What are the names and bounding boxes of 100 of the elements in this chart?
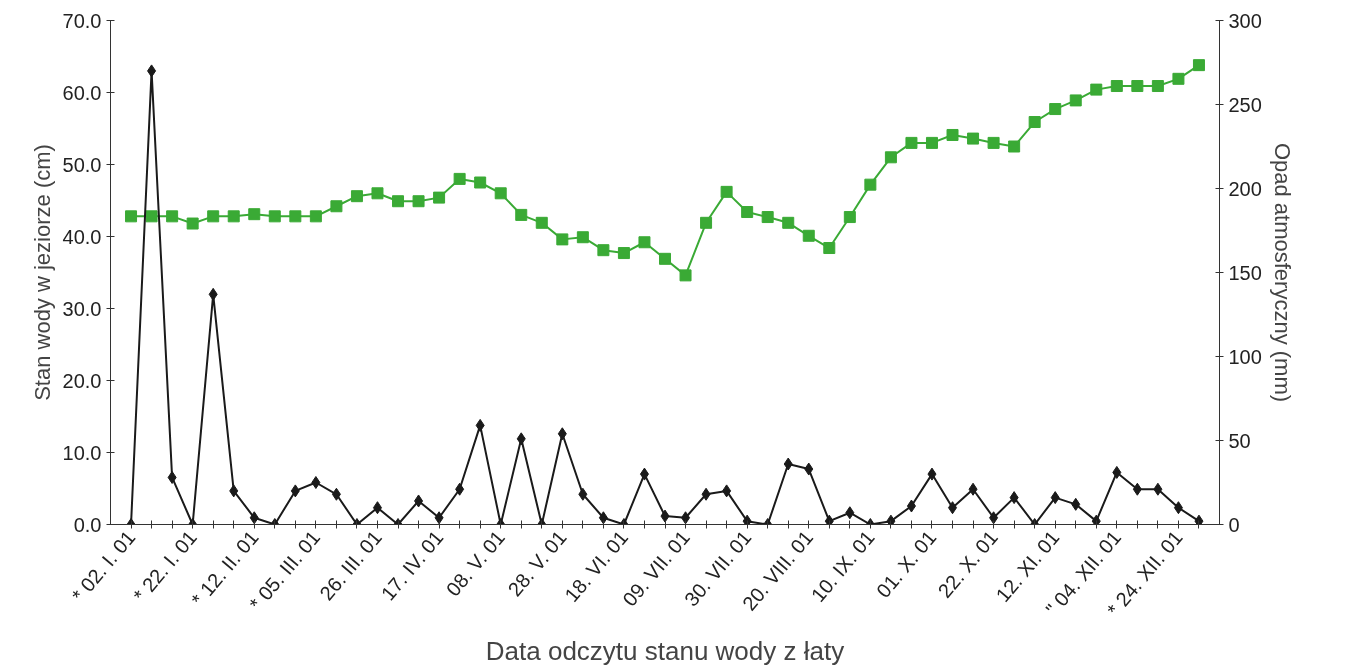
point	[1069, 94, 1082, 107]
point	[453, 172, 466, 185]
point	[659, 252, 671, 265]
point	[248, 208, 261, 221]
point	[249, 511, 259, 525]
point	[166, 210, 179, 223]
y-tick-label: 30.0	[62, 297, 102, 320]
point	[824, 514, 834, 525]
point	[207, 210, 220, 223]
point	[968, 482, 978, 496]
point	[167, 470, 177, 484]
point	[556, 233, 569, 246]
point	[1110, 80, 1123, 93]
y-tick-label: 70.0	[62, 9, 102, 32]
point	[578, 487, 588, 501]
point	[392, 195, 405, 208]
point	[660, 509, 670, 523]
point	[331, 487, 341, 501]
point	[948, 501, 958, 515]
point	[535, 216, 548, 229]
point	[208, 287, 218, 301]
point	[598, 511, 608, 525]
point	[638, 236, 651, 249]
y-tick-label: 0.0	[73, 513, 102, 536]
point	[742, 514, 752, 525]
y-tick-label: 20.0	[62, 369, 102, 392]
point	[1008, 140, 1021, 153]
point	[1132, 482, 1142, 496]
point	[455, 482, 465, 496]
point	[783, 457, 793, 471]
point	[309, 210, 322, 223]
point	[414, 494, 424, 508]
point	[1091, 514, 1101, 525]
point	[1172, 72, 1185, 85]
point	[700, 216, 713, 229]
point	[989, 511, 999, 525]
point	[290, 484, 300, 498]
point	[782, 216, 795, 229]
y2-tick-label: 300	[1228, 9, 1262, 32]
point	[516, 432, 526, 446]
point	[1090, 83, 1103, 96]
point	[845, 506, 855, 520]
point	[412, 195, 425, 208]
point	[720, 185, 733, 198]
point	[557, 427, 567, 441]
point	[434, 511, 444, 525]
y2-tick-label: 100	[1228, 345, 1262, 368]
point	[350, 190, 363, 203]
point	[905, 136, 918, 149]
point	[987, 136, 1000, 149]
point	[1194, 514, 1204, 525]
point	[145, 210, 158, 223]
point	[617, 247, 630, 260]
point	[1009, 491, 1019, 505]
point	[927, 467, 937, 481]
point	[802, 229, 815, 242]
point	[925, 136, 938, 149]
point	[576, 231, 589, 244]
y-axis-title: Stan wody w jeziorze (cm)	[29, 144, 55, 401]
point	[330, 200, 343, 213]
point	[1173, 501, 1183, 515]
point	[474, 176, 487, 189]
point	[1192, 59, 1205, 72]
y2-tick-label: 150	[1228, 261, 1262, 284]
point	[125, 210, 138, 223]
point	[371, 187, 384, 200]
point	[967, 132, 980, 145]
x-axis-title: Data odczytu stanu wody z łaty	[485, 635, 845, 666]
point	[741, 206, 754, 219]
y-tick-label: 10.0	[62, 441, 102, 464]
point	[1049, 103, 1062, 116]
y-tick-label: 40.0	[62, 225, 102, 248]
y2-tick-label: 200	[1228, 177, 1262, 200]
point	[823, 242, 836, 255]
point	[722, 484, 732, 498]
point	[597, 244, 610, 257]
point	[1028, 116, 1041, 129]
point	[701, 487, 711, 501]
y-tick-label: 50.0	[62, 153, 102, 176]
point	[761, 211, 774, 224]
point	[433, 191, 446, 204]
point	[229, 484, 239, 498]
point	[289, 210, 302, 223]
point	[515, 208, 528, 221]
y2-axis-title: Opad atmosferyczny (mm)	[1269, 142, 1295, 403]
point	[227, 210, 240, 223]
y-tick-label: 60.0	[62, 81, 102, 104]
point	[1050, 491, 1060, 505]
point	[864, 178, 877, 191]
point	[311, 476, 321, 489]
point	[1112, 465, 1122, 479]
point	[679, 269, 692, 282]
point	[1071, 497, 1081, 511]
point	[843, 211, 856, 224]
point	[1153, 482, 1163, 496]
y2-tick-label: 50	[1228, 429, 1251, 452]
y2-tick-label: 0	[1228, 513, 1240, 536]
point	[494, 187, 507, 200]
point	[1131, 80, 1144, 93]
point	[906, 499, 916, 513]
